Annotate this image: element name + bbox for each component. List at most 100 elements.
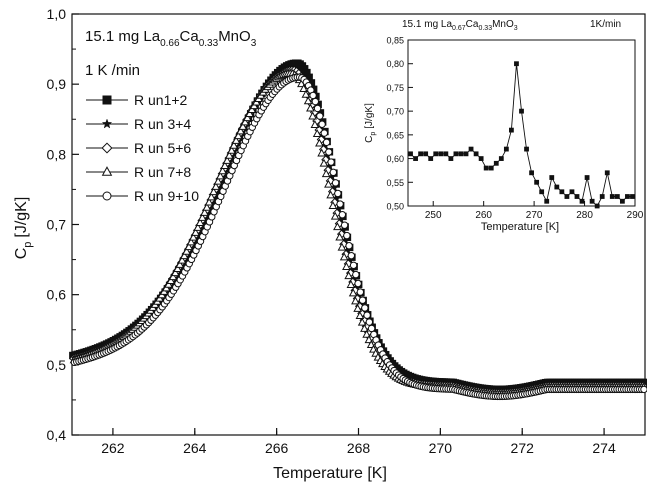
data-point — [311, 97, 320, 106]
data-point — [168, 272, 178, 281]
main-x-tick-label: 274 — [592, 440, 616, 456]
data-point — [222, 155, 232, 164]
data-point — [170, 268, 180, 277]
data-point — [357, 317, 367, 326]
data-point — [320, 129, 329, 137]
inset-x-tick-label: 280 — [576, 210, 593, 221]
data-point — [337, 242, 347, 251]
main-data-series — [68, 59, 647, 401]
data-point — [328, 201, 338, 210]
inset-data-point — [584, 175, 590, 180]
data-point — [336, 200, 344, 208]
data-point — [313, 104, 322, 113]
data-point — [306, 103, 315, 112]
inset-data-point — [574, 194, 580, 199]
main-series-5 — [70, 73, 647, 401]
inset-data-point — [544, 198, 550, 204]
inset-data-point — [428, 156, 434, 161]
inset-data-point — [514, 61, 519, 67]
data-point — [364, 335, 374, 344]
inset-data-point — [630, 194, 635, 199]
data-point — [191, 227, 200, 236]
inset-data-point — [498, 156, 504, 161]
data-point — [325, 148, 333, 156]
data-point — [216, 171, 225, 180]
inset-data-point — [493, 160, 499, 166]
data-point — [319, 158, 329, 167]
data-point — [310, 120, 320, 128]
inset-data-point — [488, 165, 494, 171]
inset-data-point — [453, 151, 459, 157]
data-point — [316, 112, 324, 120]
data-point — [308, 111, 318, 120]
data-point — [326, 190, 336, 199]
main-x-tick-label: 266 — [265, 440, 289, 456]
inset-rate-label: 1K/min — [590, 19, 621, 30]
data-point — [346, 280, 356, 288]
inset-data-point — [599, 194, 605, 199]
main-y-axis-label: Cp[J/gK] — [13, 197, 34, 260]
data-point — [318, 120, 326, 128]
main-x-tick-label: 270 — [429, 440, 453, 456]
data-point — [227, 145, 236, 154]
data-point — [188, 232, 198, 241]
data-point — [240, 117, 250, 126]
inset-data-point — [594, 203, 600, 209]
inset-data-point — [418, 151, 424, 157]
inset-data-point — [564, 194, 570, 199]
data-point — [353, 303, 363, 312]
data-point — [312, 129, 322, 138]
data-point — [303, 96, 313, 105]
inset-x-axis-label: Temperature [K] — [481, 221, 559, 233]
inset-title: 15.1 mg La0.67Ca0.33MnO3 — [402, 19, 518, 32]
legend-label: R un 3+4 — [134, 116, 191, 132]
inset-data-point — [468, 146, 474, 152]
data-point — [335, 232, 345, 241]
legend-marker — [101, 142, 113, 154]
data-point — [329, 168, 338, 177]
inset-data-point — [524, 146, 529, 152]
inset-data-point — [458, 151, 464, 157]
main-x-tick-label: 264 — [183, 440, 207, 456]
data-point — [351, 296, 360, 305]
data-point — [164, 279, 173, 288]
main-y-tick-label: 0,4 — [47, 427, 67, 443]
inset-data-point — [509, 127, 514, 133]
main-y-tick-label: 1,0 — [47, 6, 67, 22]
inset-data-point — [423, 151, 429, 157]
data-point — [225, 150, 234, 159]
data-point — [238, 121, 248, 130]
inset-data-point — [413, 156, 418, 161]
data-point — [321, 169, 331, 178]
inset-x-tick-label: 290 — [627, 210, 644, 221]
inset-data-point — [604, 170, 610, 176]
inset-y-tick-label: 0,85 — [386, 36, 404, 46]
data-point — [182, 246, 191, 255]
data-point — [243, 113, 252, 122]
data-point — [355, 311, 365, 320]
inset-data-point — [549, 175, 555, 180]
inset-data-point — [443, 151, 449, 157]
data-point — [347, 251, 356, 260]
data-point — [211, 181, 221, 190]
data-point — [352, 270, 360, 279]
data-point — [195, 218, 205, 226]
data-point — [231, 135, 241, 144]
data-point — [166, 276, 176, 284]
data-point — [365, 318, 374, 326]
data-point — [193, 222, 203, 231]
legend-marker — [101, 166, 113, 176]
data-point — [322, 138, 331, 147]
inset-data-point — [503, 146, 509, 152]
legend-label: R un 9+10 — [134, 188, 199, 204]
inset-data-point — [433, 151, 439, 157]
legend-label: R un1+2 — [134, 92, 188, 108]
inset-data-point — [589, 198, 595, 204]
data-point — [213, 176, 223, 185]
main-y-tick-label: 0,5 — [47, 357, 67, 373]
inset-data-point — [579, 198, 585, 204]
main-x-axis-label: Temperature [K] — [273, 465, 387, 482]
data-point — [333, 222, 342, 231]
inset-data-point — [625, 194, 630, 199]
main-y-tick-label: 0,6 — [47, 287, 67, 303]
